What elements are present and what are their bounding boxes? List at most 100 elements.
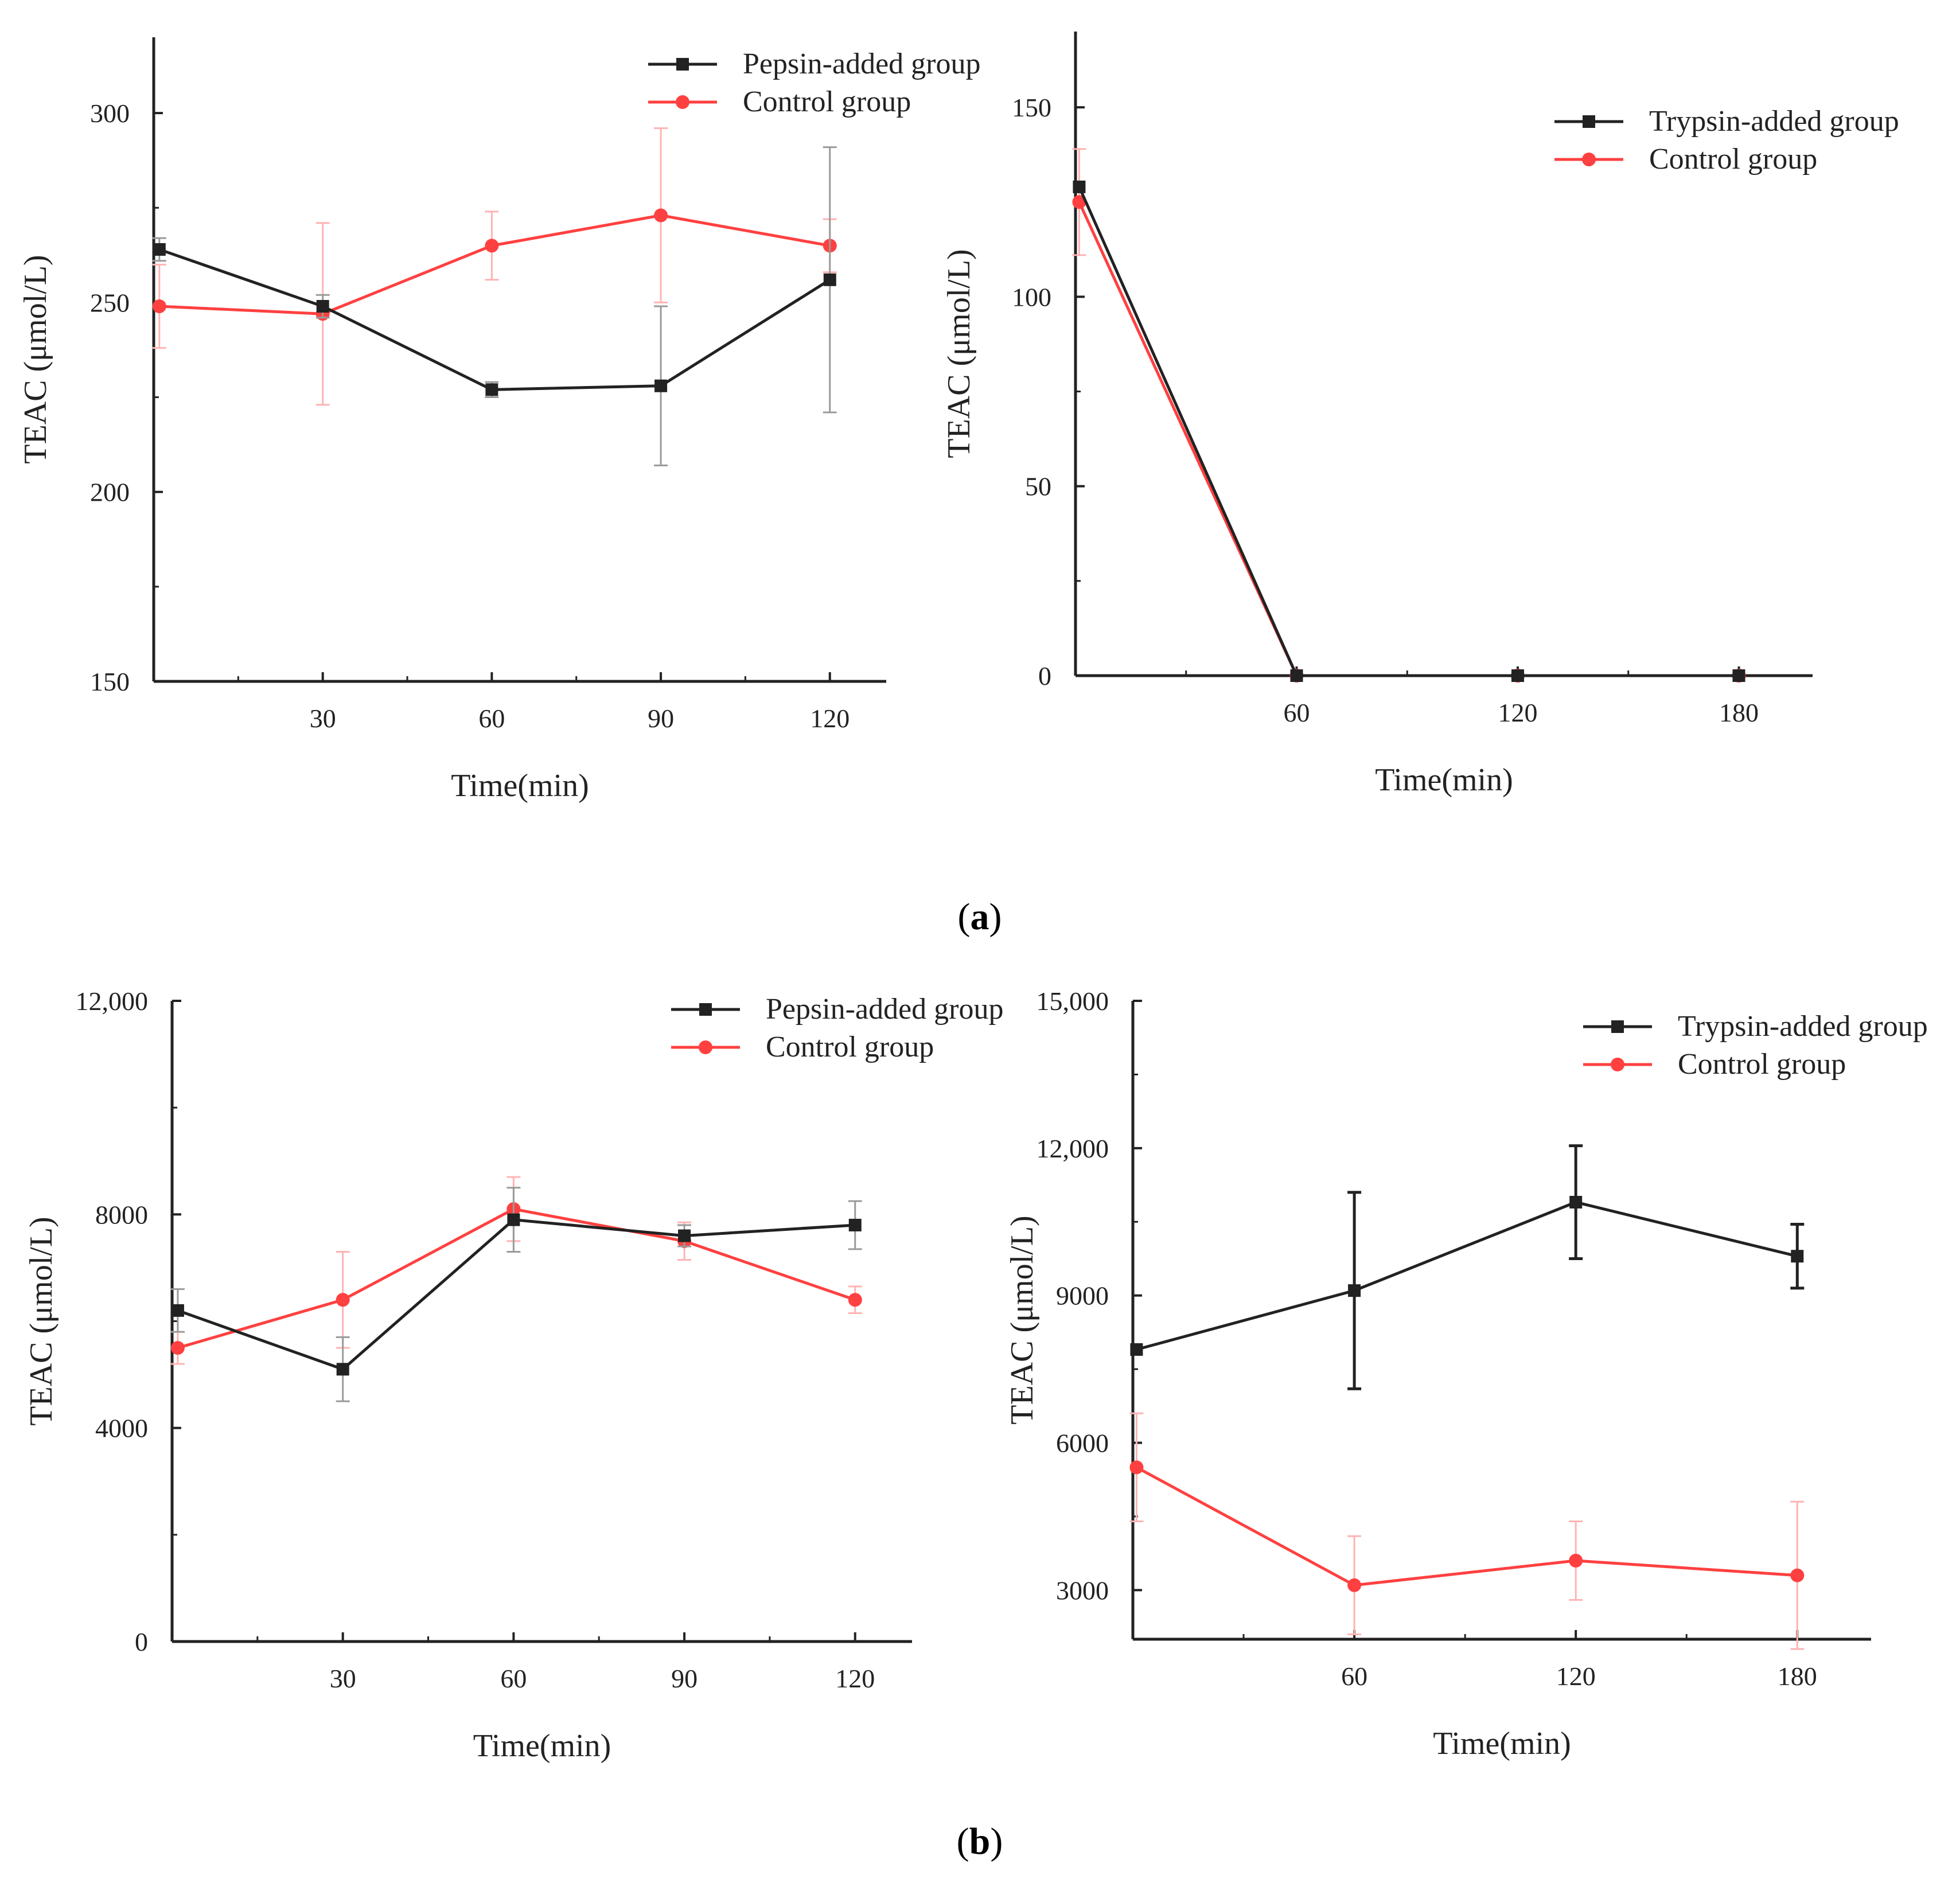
chart-b1: 30 60 90 120 0 4000 8000 12,000 Time(min) TEAC (μ… [24, 987, 1003, 1764]
y-tick-label: 6000 [1056, 1429, 1109, 1458]
legend-label: Control group [743, 85, 911, 118]
data-point [1129, 1460, 1144, 1475]
y-axis-label: TEAC (μmol/L) [1004, 1215, 1040, 1424]
data-point [336, 1363, 349, 1376]
x-tick-label: 120 [1556, 1662, 1596, 1691]
series-line [177, 1207, 856, 1350]
data-point [1130, 1343, 1143, 1356]
legend-label: Trypsin-added group [1649, 105, 1899, 138]
y-tick-label: 300 [90, 99, 130, 128]
x-axis-label: Time(min) [451, 768, 589, 804]
x-tick-label: 60 [478, 704, 505, 733]
y-tick-label: 150 [1012, 93, 1051, 122]
legend-marker [1611, 1058, 1624, 1071]
x-tick-label: 120 [835, 1664, 875, 1693]
x-tick-label: 60 [1341, 1662, 1367, 1691]
legend-marker [699, 1040, 712, 1054]
legend-marker [699, 1003, 712, 1016]
data-point [1072, 195, 1086, 209]
y-tick-label: 12,000 [1036, 1134, 1109, 1163]
x-tick-label: 90 [648, 704, 674, 733]
data-point [848, 1218, 862, 1231]
legend: Pepsin-added group Control group [648, 48, 980, 118]
x-axis-label: Time(min) [473, 1728, 611, 1764]
data-point [848, 1293, 862, 1307]
series-line [1136, 1466, 1798, 1587]
series-line [1078, 186, 1739, 677]
series-control-group [170, 1176, 862, 1365]
x-tick-label: 30 [310, 704, 336, 733]
legend-marker [1611, 1020, 1624, 1033]
data-point [1348, 1284, 1361, 1297]
chart-a1: 30 60 90 120 150 200 250 300 Time(min) TEAC (μmol… [18, 37, 980, 804]
y-tick-label: 8000 [95, 1200, 148, 1229]
chart-b2: 60 120 180 3000 6000 9000 12,000 15,000 Time(min… [1004, 987, 1928, 1761]
x-tick-label: 60 [1284, 698, 1310, 727]
y-tick-label: 0 [1038, 661, 1051, 691]
legend-marker [1582, 153, 1596, 166]
data-point [1569, 1196, 1583, 1209]
series-line [1136, 1200, 1798, 1351]
series-line [1078, 201, 1739, 677]
y-tick-label: 150 [90, 667, 130, 696]
legend-label: Control group [1649, 143, 1817, 176]
data-point [170, 1341, 185, 1355]
data-point [485, 383, 498, 396]
x-tick-label: 30 [330, 1664, 356, 1693]
series-line [159, 248, 831, 391]
data-point [1511, 669, 1524, 682]
panel-label-b: (b) [957, 1820, 1003, 1862]
legend: Pepsin-added group Control group [671, 993, 1003, 1063]
data-point [153, 243, 166, 256]
data-point [1732, 669, 1745, 682]
y-axis-label: TEAC (μmol/L) [24, 1217, 59, 1425]
chart-a2: 60 120 180 0 50 100 150 Time(min) TEAC (μmol/L) T… [941, 32, 1899, 798]
y-axis-label: TEAC (μmol/L) [18, 255, 53, 463]
series-trypsin-added-group [1073, 180, 1745, 682]
legend-marker [676, 95, 689, 109]
y-tick-label: 100 [1012, 282, 1051, 311]
series-pepsin-added-group [170, 1187, 862, 1402]
y-tick-label: 50 [1025, 472, 1051, 501]
data-point [1569, 1554, 1583, 1568]
y-tick-label: 15,000 [1036, 987, 1109, 1016]
x-axis-label: Time(min) [1433, 1726, 1571, 1761]
y-tick-label: 9000 [1056, 1281, 1109, 1311]
series-line [159, 213, 831, 315]
y-tick-label: 4000 [95, 1414, 148, 1443]
y-tick-label: 200 [90, 478, 130, 507]
legend-label: Trypsin-added group [1678, 1010, 1928, 1043]
x-tick-label: 120 [810, 704, 850, 733]
data-point [654, 208, 668, 223]
y-tick-label: 250 [90, 288, 130, 317]
data-point [678, 1229, 691, 1242]
data-point [336, 1293, 350, 1307]
series-trypsin-added-group [1130, 1144, 1805, 1390]
data-point [171, 1304, 184, 1317]
data-point [1073, 180, 1086, 193]
legend-marker [1583, 115, 1595, 128]
data-point [507, 1213, 520, 1226]
x-tick-label: 180 [1719, 698, 1759, 727]
y-tick-label: 12,000 [76, 987, 149, 1016]
series-control-group [1129, 1412, 1805, 1650]
legend: Trypsin-added group Control group [1554, 105, 1899, 176]
legend-marker [676, 58, 689, 71]
data-point [152, 299, 166, 314]
data-point [1791, 1250, 1804, 1263]
legend: Trypsin-added group Control group [1583, 1010, 1928, 1081]
legend-label: Pepsin-added group [766, 993, 1003, 1026]
x-tick-label: 60 [500, 1664, 527, 1693]
series-pepsin-added-group [152, 146, 837, 466]
series-control-group [152, 127, 837, 406]
x-tick-label: 120 [1498, 698, 1538, 727]
x-tick-label: 90 [671, 1664, 698, 1693]
data-point [1347, 1578, 1362, 1592]
legend-label: Control group [1678, 1048, 1846, 1081]
y-tick-label: 0 [135, 1627, 148, 1656]
data-point [316, 300, 329, 313]
series-line [177, 1218, 855, 1371]
x-axis-label: Time(min) [1375, 762, 1513, 798]
y-tick-label: 3000 [1056, 1576, 1109, 1605]
